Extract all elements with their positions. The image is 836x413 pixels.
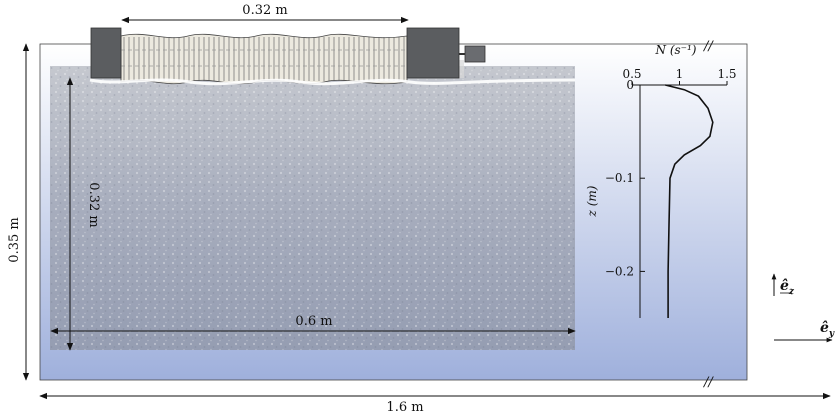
wavemaker xyxy=(89,27,576,86)
profile-y-tick-label: −0.2 xyxy=(605,264,634,278)
field-of-view xyxy=(50,66,575,350)
profile-y-ticks: 0 −0.1 −0.2 xyxy=(605,78,645,278)
tank-height-label: 0.35 m xyxy=(7,217,22,262)
profile-top-label: N (s⁻¹) xyxy=(655,43,697,57)
wavemaker-right-block xyxy=(406,27,460,79)
water-surface xyxy=(89,78,576,86)
break-mark-top: // xyxy=(702,39,714,54)
profile-x-ticks: 0.5 1 1.5 xyxy=(622,67,737,85)
svg-text:êy: êy xyxy=(820,320,835,339)
profile-x-tick-label: 0.5 xyxy=(622,67,641,81)
profile-curve xyxy=(665,84,714,318)
profile-y-axis-label: z (m) xyxy=(585,185,599,217)
unit-vector-ey: êy xyxy=(774,320,835,343)
profile-x-tick-label: 1 xyxy=(676,67,684,81)
profile-y-tick-label: −0.1 xyxy=(605,171,634,185)
wavemaker-length-label: 0.32 m xyxy=(242,3,287,18)
unit-vector-ez: êz xyxy=(771,273,795,297)
profile-x-tick-label: 1.5 xyxy=(717,67,736,81)
tank-length-label: 1.6 m xyxy=(386,400,423,413)
wavemaker-left-block xyxy=(90,27,122,79)
field-width-label: 0.6 m xyxy=(295,314,332,329)
profile-y-tick-label: 0 xyxy=(626,78,634,92)
motor xyxy=(464,45,486,63)
break-mark-bottom: // xyxy=(702,375,714,390)
field-height-label: 0.32 m xyxy=(86,182,101,227)
svg-text:êz: êz xyxy=(780,278,795,297)
stratification-profile-chart: 0.5 1 1.5 0 −0.1 −0.2 N (s⁻¹) z (m) xyxy=(585,43,737,318)
